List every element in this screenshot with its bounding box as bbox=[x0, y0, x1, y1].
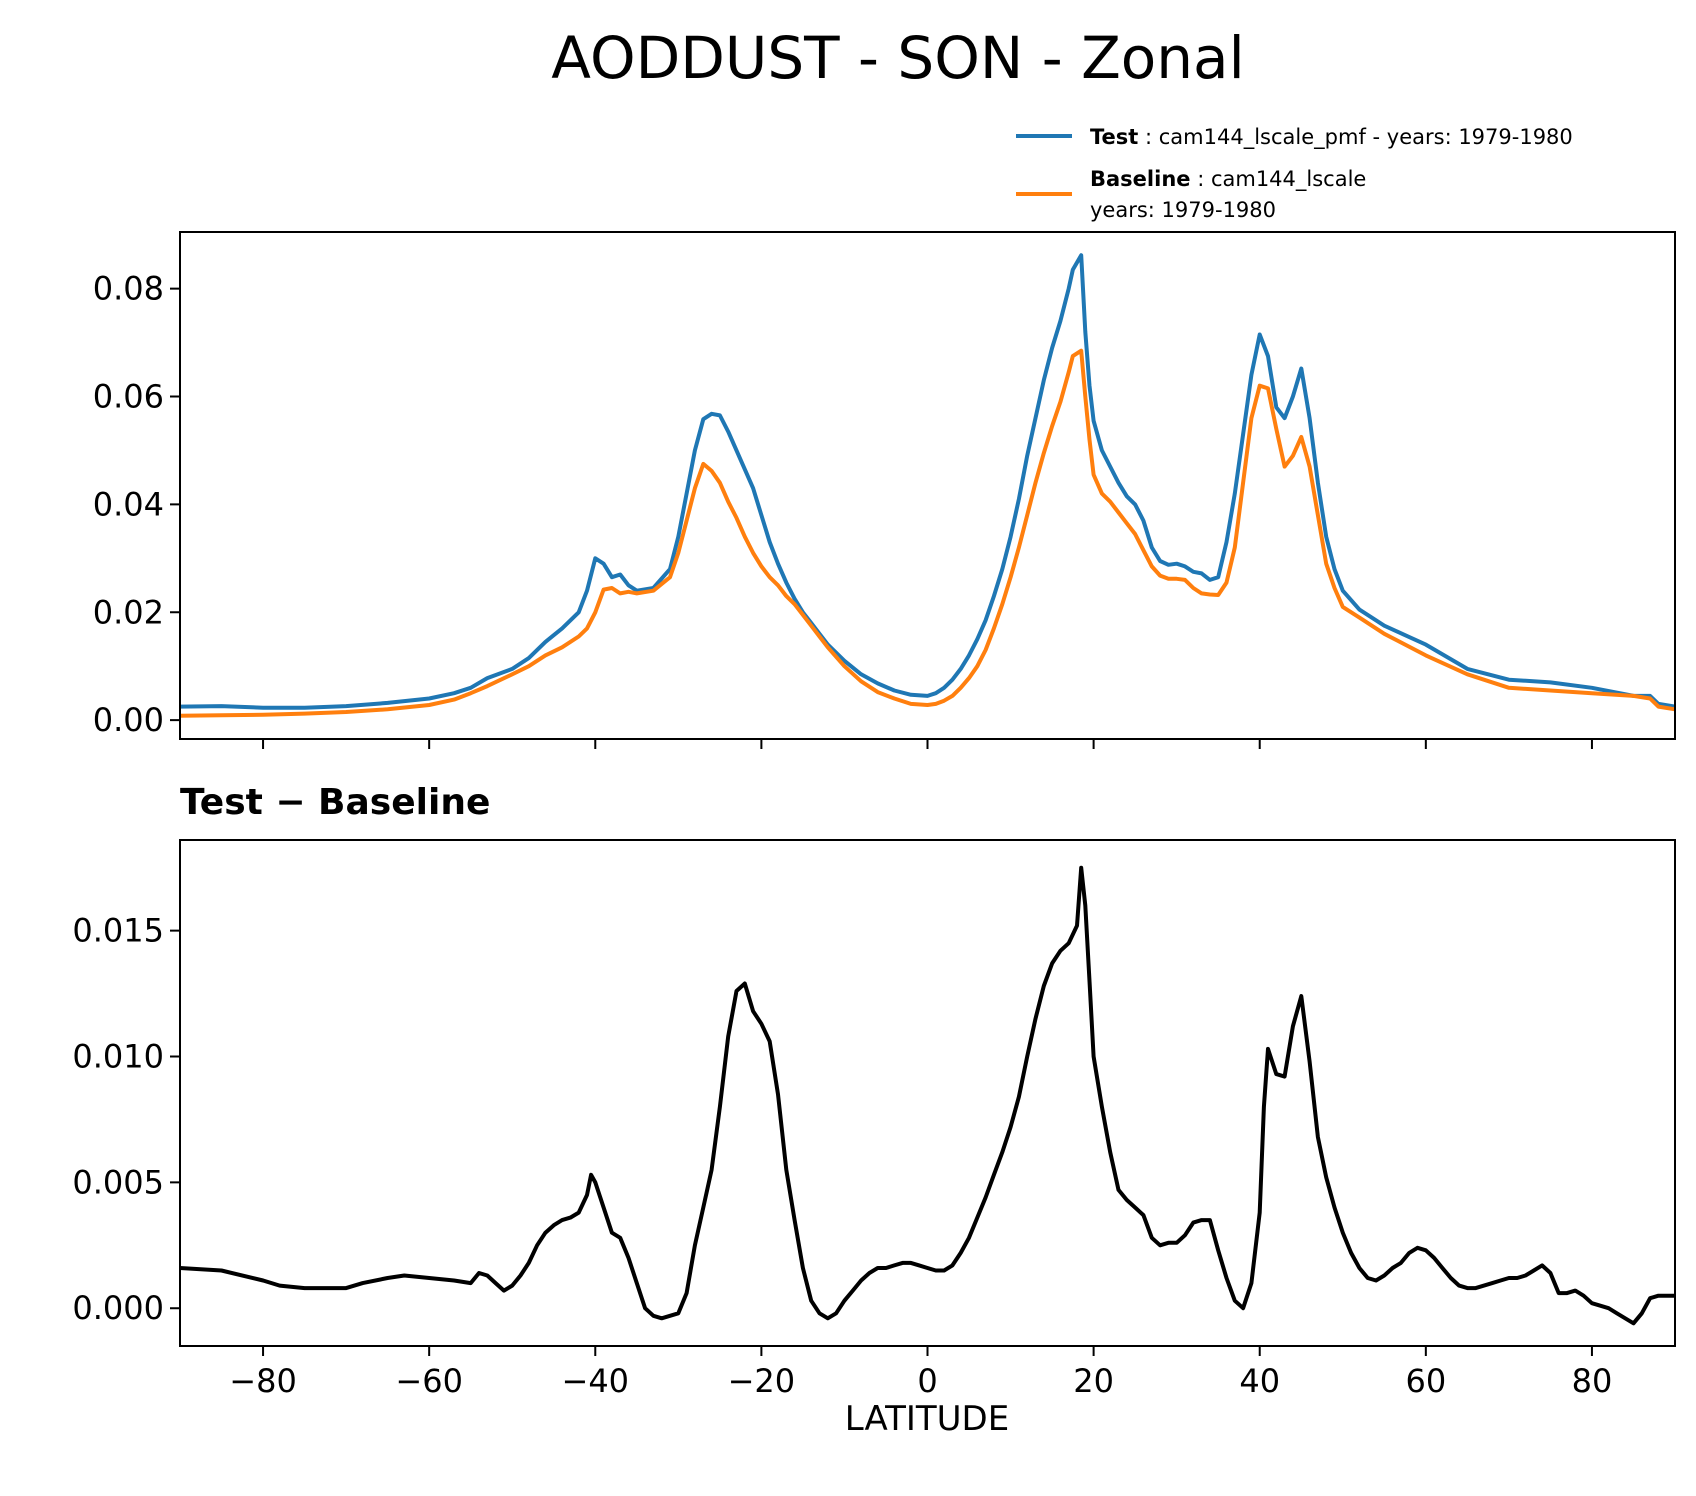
x-axis-label: LATITUDE bbox=[845, 1399, 1009, 1439]
top-y-tick-label: 0.04 bbox=[93, 485, 164, 523]
top-y-axis: 0.00 0.02 0.04 0.06 0.08 bbox=[93, 270, 180, 739]
top-plot-frame bbox=[179, 231, 1676, 740]
x-tick-label: 0 bbox=[917, 1362, 937, 1400]
legend-test-label: Test bbox=[1090, 125, 1138, 149]
legend: Test : cam144_lscale_pmf - years: 1979-1… bbox=[1016, 125, 1573, 222]
bottom-series-test-baseline bbox=[179, 865, 1675, 1326]
x-tick-label: −60 bbox=[395, 1362, 463, 1400]
bottom-y-tick-label: 0.015 bbox=[72, 912, 164, 950]
x-tick-label: 20 bbox=[1073, 1362, 1114, 1400]
bottom-panel: 0.000 0.005 0.010 0.015 −80 −60 −40 −20 0 20 40 60… bbox=[72, 839, 1676, 1400]
top-panel: 0.00 0.02 0.04 0.06 0.08 bbox=[93, 231, 1676, 749]
bottom-y-axis: 0.000 0.005 0.010 0.015 bbox=[72, 912, 180, 1327]
bottom-panel-title: Test − Baseline bbox=[180, 782, 490, 823]
top-x-axis bbox=[262, 739, 1593, 749]
legend-test-sep: : bbox=[1138, 125, 1158, 149]
bottom-y-tick-label: 0.005 bbox=[72, 1163, 164, 1201]
bottom-x-axis: −80 −60 −40 −20 0 20 40 60 80 bbox=[229, 1346, 1612, 1400]
bottom-y-tick-label: 0.010 bbox=[72, 1037, 164, 1075]
bottom-plot-frame bbox=[179, 839, 1676, 1347]
top-y-tick-label: 0.08 bbox=[93, 270, 164, 308]
x-tick-label: −20 bbox=[728, 1362, 796, 1400]
legend-baseline-years: years: 1979-1980 bbox=[1090, 198, 1276, 222]
legend-baseline-label: Baseline bbox=[1090, 167, 1191, 191]
top-series-lines bbox=[179, 253, 1676, 718]
bottom-series-lines bbox=[179, 865, 1675, 1326]
x-tick-label: −40 bbox=[562, 1362, 630, 1400]
top-y-tick-label: 0.02 bbox=[93, 593, 164, 631]
top-series-baseline bbox=[179, 348, 1676, 718]
x-tick-label: 80 bbox=[1572, 1362, 1613, 1400]
legend-baseline-text: cam144_lscale bbox=[1211, 167, 1366, 192]
chart-title: AODDUST - SON - Zonal bbox=[551, 24, 1244, 92]
x-tick-label: −80 bbox=[229, 1362, 297, 1400]
top-y-tick-label: 0.06 bbox=[93, 378, 164, 416]
x-tick-label: 60 bbox=[1405, 1362, 1446, 1400]
legend-baseline-entry: Baseline : cam144_lscale bbox=[1090, 167, 1366, 192]
x-tick-label: 40 bbox=[1239, 1362, 1280, 1400]
top-y-tick-label: 0.00 bbox=[93, 701, 164, 739]
legend-test-entry: Test : cam144_lscale_pmf - years: 1979-1… bbox=[1090, 125, 1573, 150]
legend-test-text: cam144_lscale_pmf - years: 1979-1980 bbox=[1159, 125, 1573, 150]
top-series-test bbox=[179, 253, 1676, 710]
bottom-y-tick-label: 0.000 bbox=[72, 1289, 164, 1327]
legend-baseline-sep: : bbox=[1191, 167, 1211, 191]
